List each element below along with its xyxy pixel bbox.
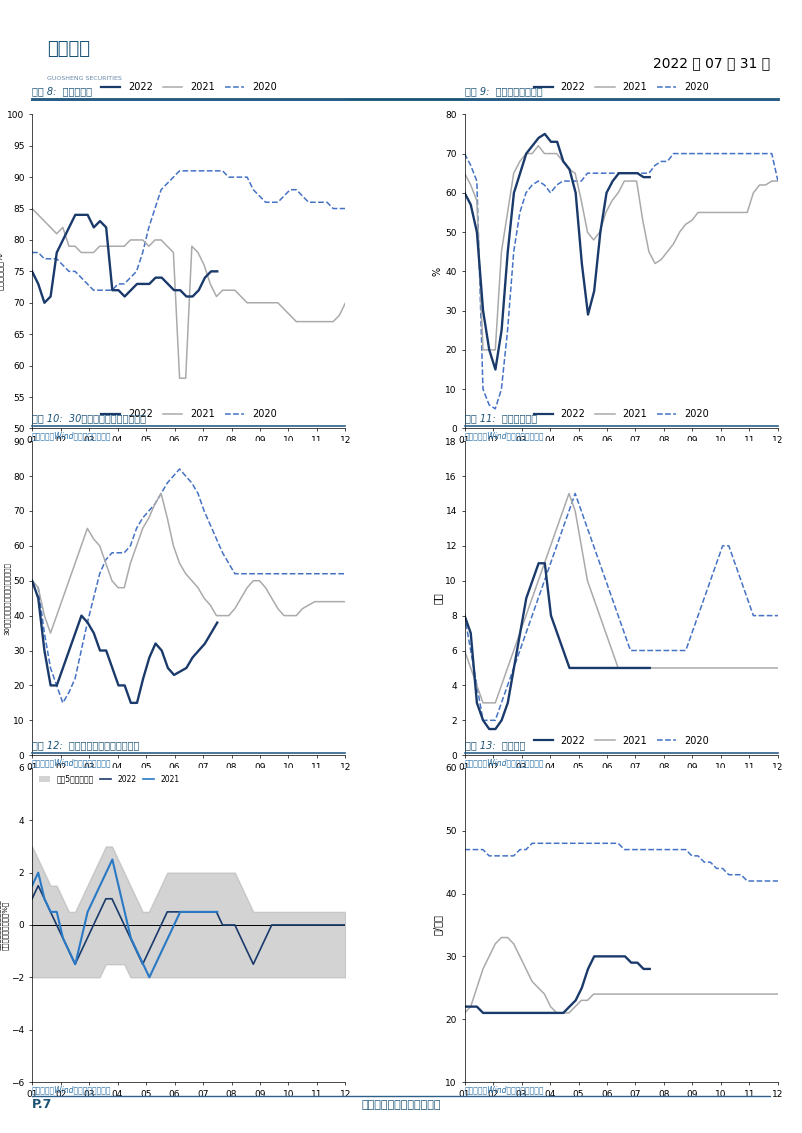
Text: 资料来源：Wind，国盛证券研究所: 资料来源：Wind，国盛证券研究所	[464, 432, 544, 441]
Text: 图表 9:  汽车半钢胎开工率: 图表 9: 汽车半钢胎开工率	[464, 86, 542, 96]
Y-axis label: 30大中城市商品房销售面积，万平米: 30大中城市商品房销售面积，万平米	[3, 562, 10, 634]
Legend: 2022, 2021, 2020: 2022, 2021, 2020	[97, 78, 281, 96]
Text: 图表 8:  高炉开工率: 图表 8: 高炉开工率	[32, 86, 92, 96]
Text: 资料来源：Wind，国盛证券研究所: 资料来源：Wind，国盛证券研究所	[464, 759, 544, 768]
Text: GUOSHENG SECURITIES: GUOSHENG SECURITIES	[47, 76, 122, 80]
Text: 国盛证券: 国盛证券	[47, 40, 90, 58]
Y-axis label: %: %	[432, 266, 443, 276]
Text: 图表 10:  30大中城市房地产销售面积: 图表 10: 30大中城市房地产销售面积	[32, 414, 146, 423]
Y-axis label: 万辆: 万辆	[432, 593, 443, 604]
Text: 资料来源：Wind，国盛证券研究所: 资料来源：Wind，国盛证券研究所	[464, 1085, 544, 1094]
Legend: 2022, 2021, 2020: 2022, 2021, 2020	[529, 406, 713, 423]
Text: 2022 年 07 月 31 日: 2022 年 07 月 31 日	[654, 57, 771, 70]
Text: 图表 11:  汽车客货销售: 图表 11: 汽车客货销售	[464, 414, 537, 423]
Text: P.7: P.7	[32, 1098, 52, 1111]
Legend: 2022, 2021, 2020: 2022, 2021, 2020	[529, 78, 713, 96]
Text: 资料来源：Wind，国盛证券研究所: 资料来源：Wind，国盛证券研究所	[32, 759, 111, 768]
Text: 请仔细阅读本报告末页声明: 请仔细阅读本报告末页声明	[361, 1100, 441, 1110]
Text: 资料来源：Wind，国盛证券研究所: 资料来源：Wind，国盛证券研究所	[32, 432, 111, 441]
Legend: 过去5年波动范围, 2022, 2021: 过去5年波动范围, 2022, 2021	[36, 772, 182, 786]
Y-axis label: 元/千克: 元/千克	[432, 914, 443, 936]
Text: 图表 12:  商务部食用农产品价格指数: 图表 12: 商务部食用农产品价格指数	[32, 740, 140, 750]
Y-axis label: 商务部食用农产品价格指数
（周度环比变化率，%）: 商务部食用农产品价格指数 （周度环比变化率，%）	[0, 900, 8, 951]
Text: 资料来源：Wind，国盛证券研究所: 资料来源：Wind，国盛证券研究所	[32, 1085, 111, 1094]
Y-axis label: 高炉开工率，%: 高炉开工率，%	[0, 253, 5, 290]
Text: 图表 13:  猪肉价格: 图表 13: 猪肉价格	[464, 740, 525, 750]
Legend: 2022, 2021, 2020: 2022, 2021, 2020	[529, 732, 713, 750]
Legend: 2022, 2021, 2020: 2022, 2021, 2020	[97, 406, 281, 423]
